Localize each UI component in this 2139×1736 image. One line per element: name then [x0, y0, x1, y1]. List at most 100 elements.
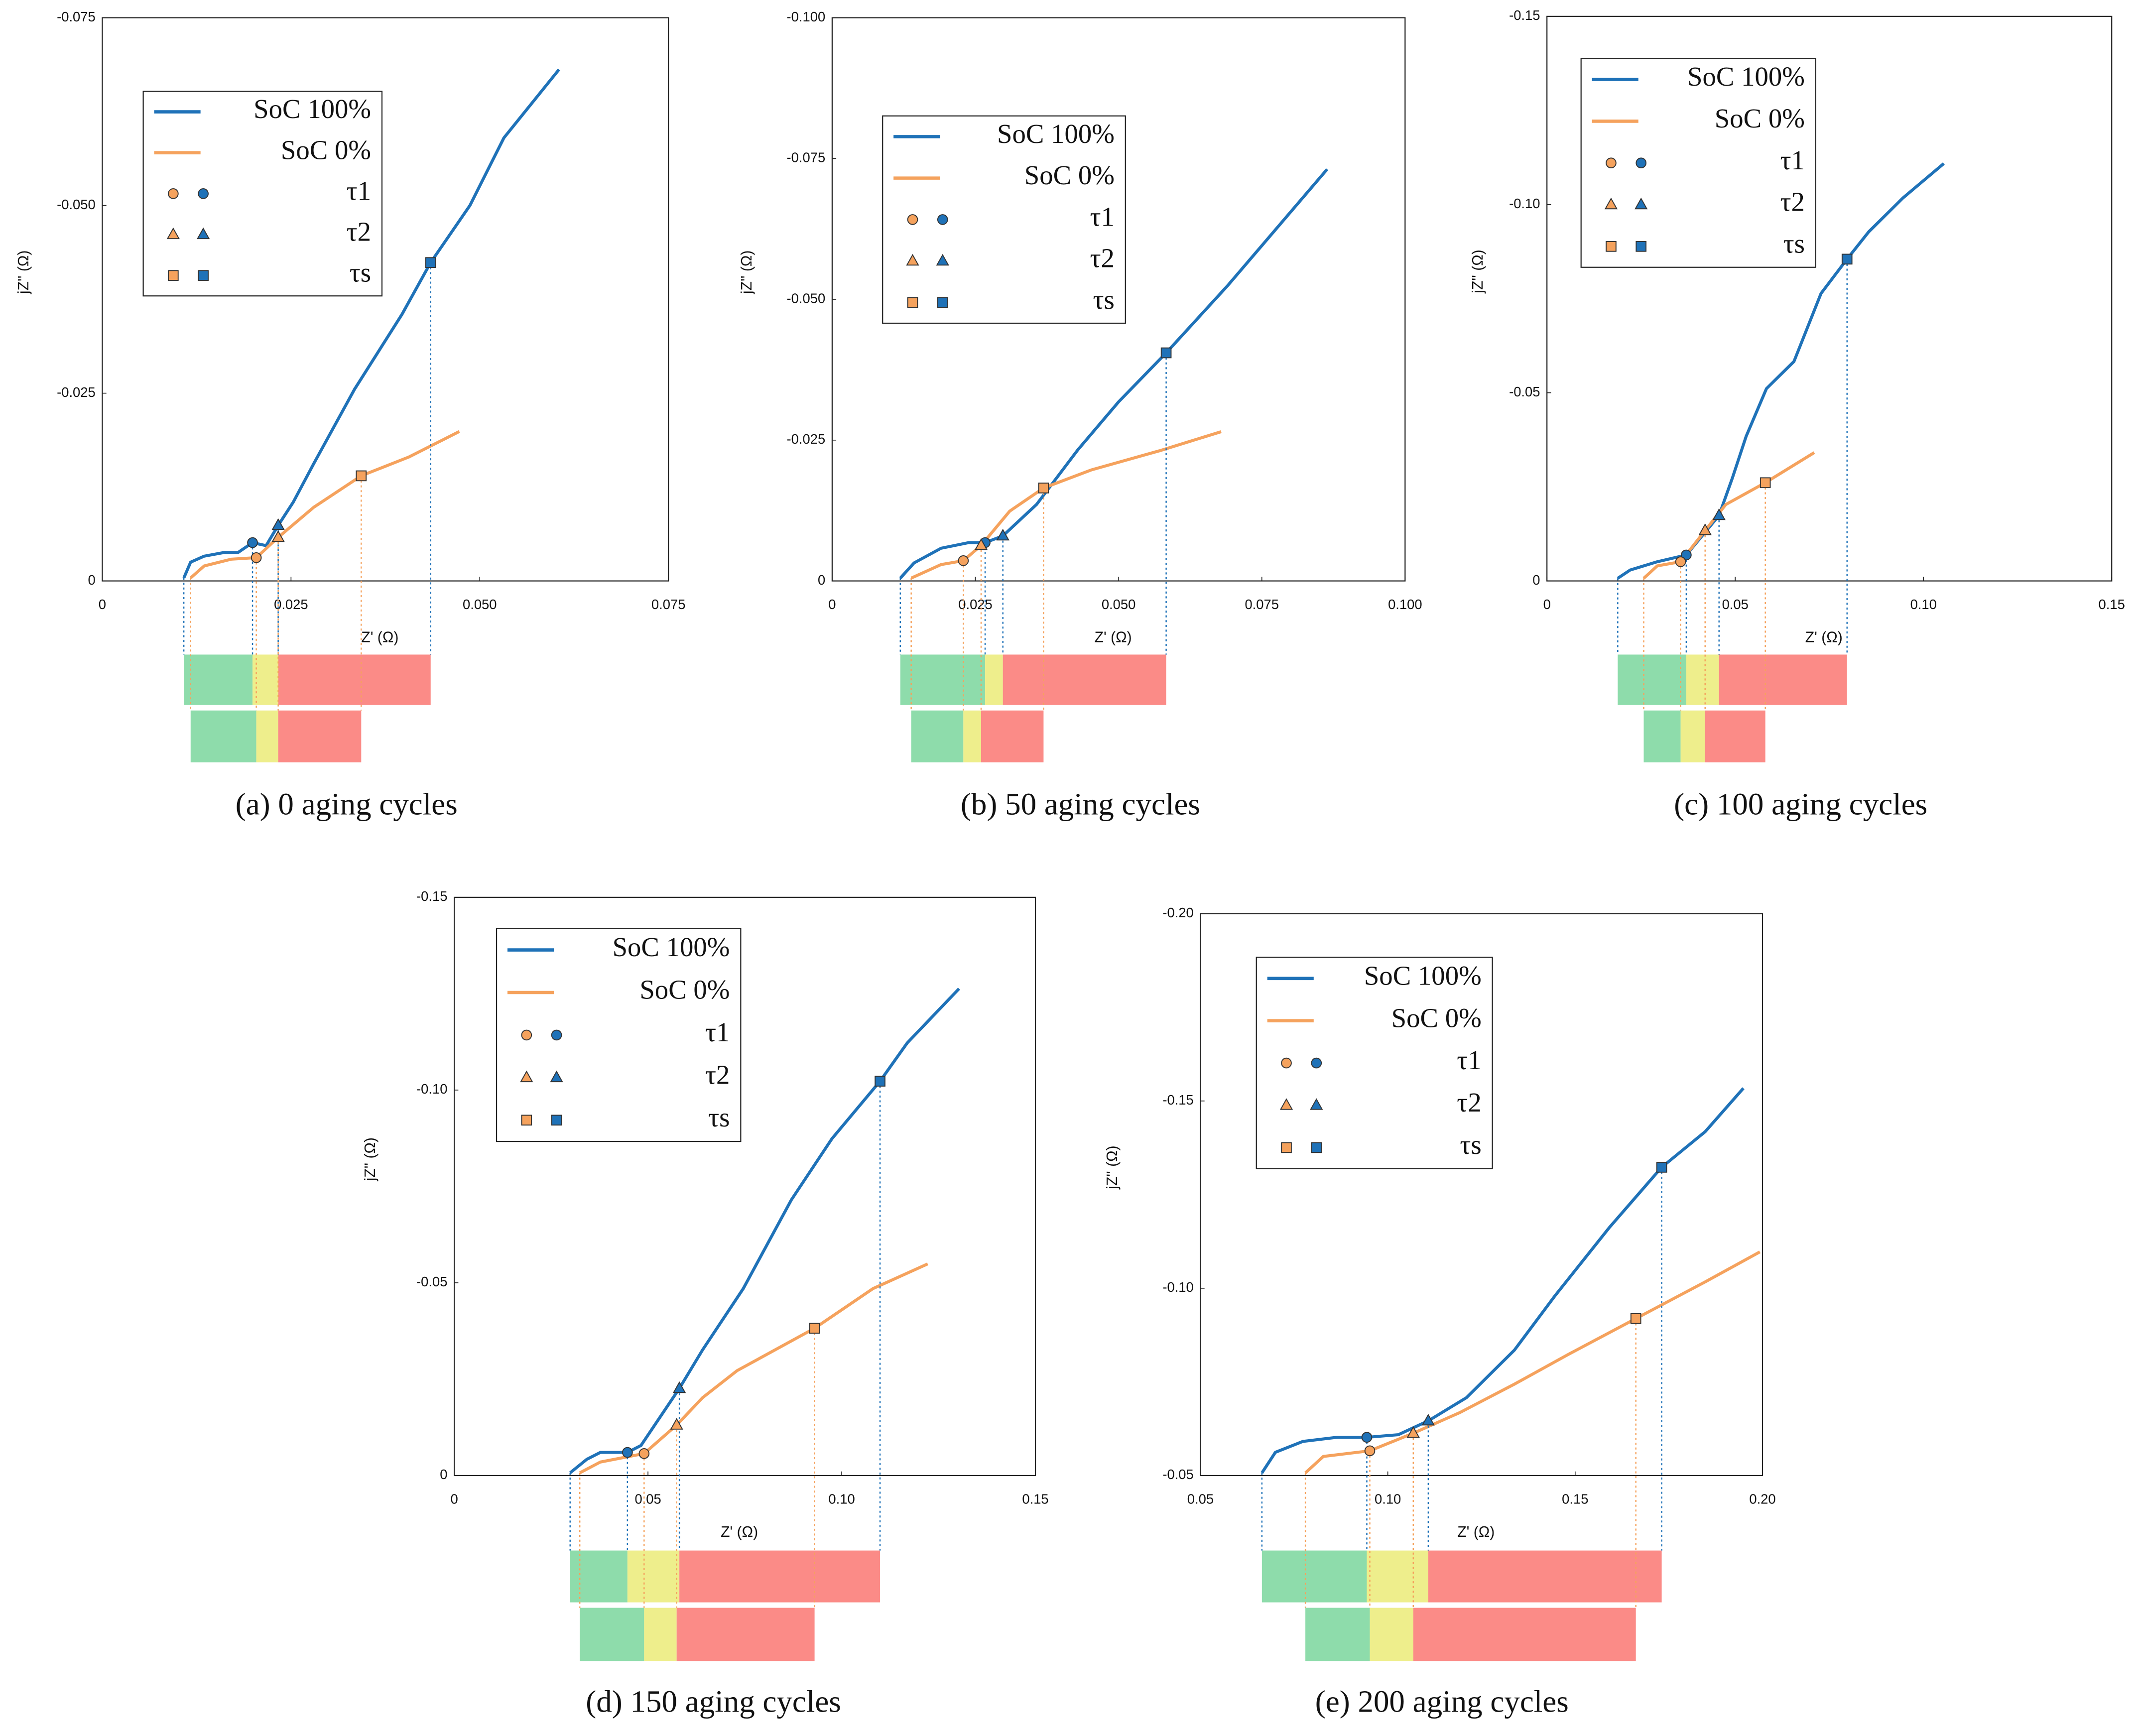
- interval-bar: [1686, 654, 1719, 705]
- tau2-marker: [1698, 523, 1712, 535]
- interval-bar: [1705, 710, 1765, 762]
- legend-label: SoC 100%: [1687, 61, 1805, 92]
- y-axis-label: jZ'' (Ω): [1104, 1145, 1121, 1190]
- x-tick-label: 0.05: [1187, 1491, 1214, 1506]
- interval-bar: [963, 710, 982, 762]
- series-line: [1304, 1250, 1761, 1474]
- series-line: [189, 430, 460, 579]
- tau1-marker: [168, 188, 179, 199]
- x-tick-label: 0.075: [651, 597, 686, 612]
- x-axis-label: Z' (Ω): [1805, 629, 1843, 646]
- y-tick-label: -0.05: [1162, 1467, 1193, 1482]
- taus-marker: [937, 297, 948, 308]
- tau1-marker: [521, 1029, 532, 1041]
- y-axis-label: jZ'' (Ω): [739, 250, 755, 295]
- y-tick-label: -0.100: [787, 9, 826, 24]
- interval-bar: [190, 710, 256, 762]
- taus-marker: [1311, 1142, 1322, 1153]
- tau1-marker: [1364, 1445, 1376, 1457]
- interval-bar: [644, 1608, 677, 1661]
- y-tick-label: -0.075: [787, 150, 826, 165]
- tau1-marker: [198, 188, 209, 199]
- y-axis-label: jZ'' (Ω): [1470, 249, 1486, 294]
- tau1-marker: [1675, 556, 1686, 567]
- tau1-marker: [622, 1447, 633, 1458]
- y-tick-label: 0: [440, 1467, 447, 1482]
- series-line: [182, 68, 560, 579]
- series-line: [579, 1262, 929, 1475]
- plot-frame: [1200, 913, 1763, 1477]
- caption: (b) 50 aging cycles: [961, 787, 1200, 822]
- x-tick-label: 0: [1543, 597, 1551, 612]
- legend-label: τs: [1460, 1129, 1481, 1160]
- x-tick-label: 0.10: [828, 1491, 855, 1506]
- legend-box: [1256, 957, 1493, 1169]
- series-line: [910, 430, 1222, 580]
- x-tick-label: 0.050: [1102, 597, 1136, 612]
- tau2-marker: [996, 528, 1009, 541]
- plot-frame: [454, 896, 1036, 1477]
- x-tick-label: 0.15: [2099, 597, 2125, 612]
- tau2-marker: [1406, 1426, 1420, 1438]
- y-tick-label: -0.10: [1509, 196, 1540, 211]
- legend-label: SoC 0%: [281, 134, 371, 165]
- taus-marker: [356, 470, 367, 482]
- tau2-marker: [670, 1418, 683, 1430]
- tau2-marker: [936, 253, 949, 266]
- taus-marker: [551, 1115, 562, 1126]
- y-tick-label: -0.15: [416, 888, 447, 904]
- legend-box: [496, 928, 742, 1142]
- y-tick-label: -0.075: [57, 9, 96, 24]
- legend-label: τ1: [1457, 1045, 1481, 1075]
- legend-label: τ1: [1090, 201, 1114, 232]
- x-tick-label: 0.15: [1562, 1491, 1588, 1506]
- taus-marker: [1606, 241, 1617, 252]
- tau2-marker: [1310, 1098, 1323, 1110]
- y-axis-label: jZ'' (Ω): [362, 1137, 378, 1182]
- legend-label: SoC 100%: [997, 119, 1115, 149]
- y-tick-label: 0: [88, 572, 96, 588]
- y-tick-label: 0: [818, 572, 825, 588]
- y-tick-label: -0.025: [787, 431, 826, 447]
- legend-label: τs: [1093, 284, 1115, 315]
- interval-bar: [1370, 1608, 1413, 1661]
- interval-bar: [1680, 710, 1705, 762]
- legend-label: τ2: [347, 217, 371, 247]
- y-tick-label: -0.050: [57, 197, 96, 212]
- x-tick-label: 0.025: [274, 597, 308, 612]
- tau2-marker: [550, 1070, 563, 1083]
- y-tick-label: -0.025: [57, 384, 96, 400]
- legend-box: [882, 115, 1126, 324]
- legend-label: SoC 0%: [1024, 160, 1115, 190]
- x-tick-label: 0.050: [463, 597, 497, 612]
- plot-frame: [102, 17, 669, 582]
- interval-bar: [981, 710, 1044, 762]
- tau1-marker: [958, 555, 969, 566]
- interval-bar: [627, 1550, 680, 1603]
- taus-marker: [168, 270, 179, 281]
- legend-label: SoC 100%: [613, 932, 730, 962]
- taus-marker: [1630, 1313, 1641, 1324]
- taus-marker: [907, 297, 918, 308]
- interval-bar: [1305, 1608, 1370, 1661]
- legend-label: SoC 0%: [639, 975, 730, 1005]
- y-tick-label: -0.10: [1162, 1279, 1193, 1295]
- legend-label: SoC 0%: [1391, 1002, 1482, 1033]
- tau2-marker: [1421, 1413, 1435, 1426]
- legend-box: [1580, 58, 1816, 268]
- taus-marker: [1160, 347, 1172, 359]
- legend-label: τ2: [1780, 187, 1804, 217]
- interval-bar: [1413, 1608, 1636, 1661]
- legend-label: τ1: [1780, 145, 1804, 175]
- tau1-marker: [1281, 1057, 1292, 1069]
- legend-label: τ2: [1090, 243, 1114, 273]
- x-tick-label: 0: [99, 597, 106, 612]
- tau2-marker: [1712, 508, 1726, 520]
- legend-label: τ2: [1457, 1087, 1481, 1117]
- interval-bar: [1719, 654, 1847, 705]
- taus-marker: [1038, 483, 1049, 494]
- taus-marker: [425, 257, 436, 268]
- y-tick-label: -0.20: [1162, 905, 1193, 920]
- interval-bar: [570, 1550, 628, 1603]
